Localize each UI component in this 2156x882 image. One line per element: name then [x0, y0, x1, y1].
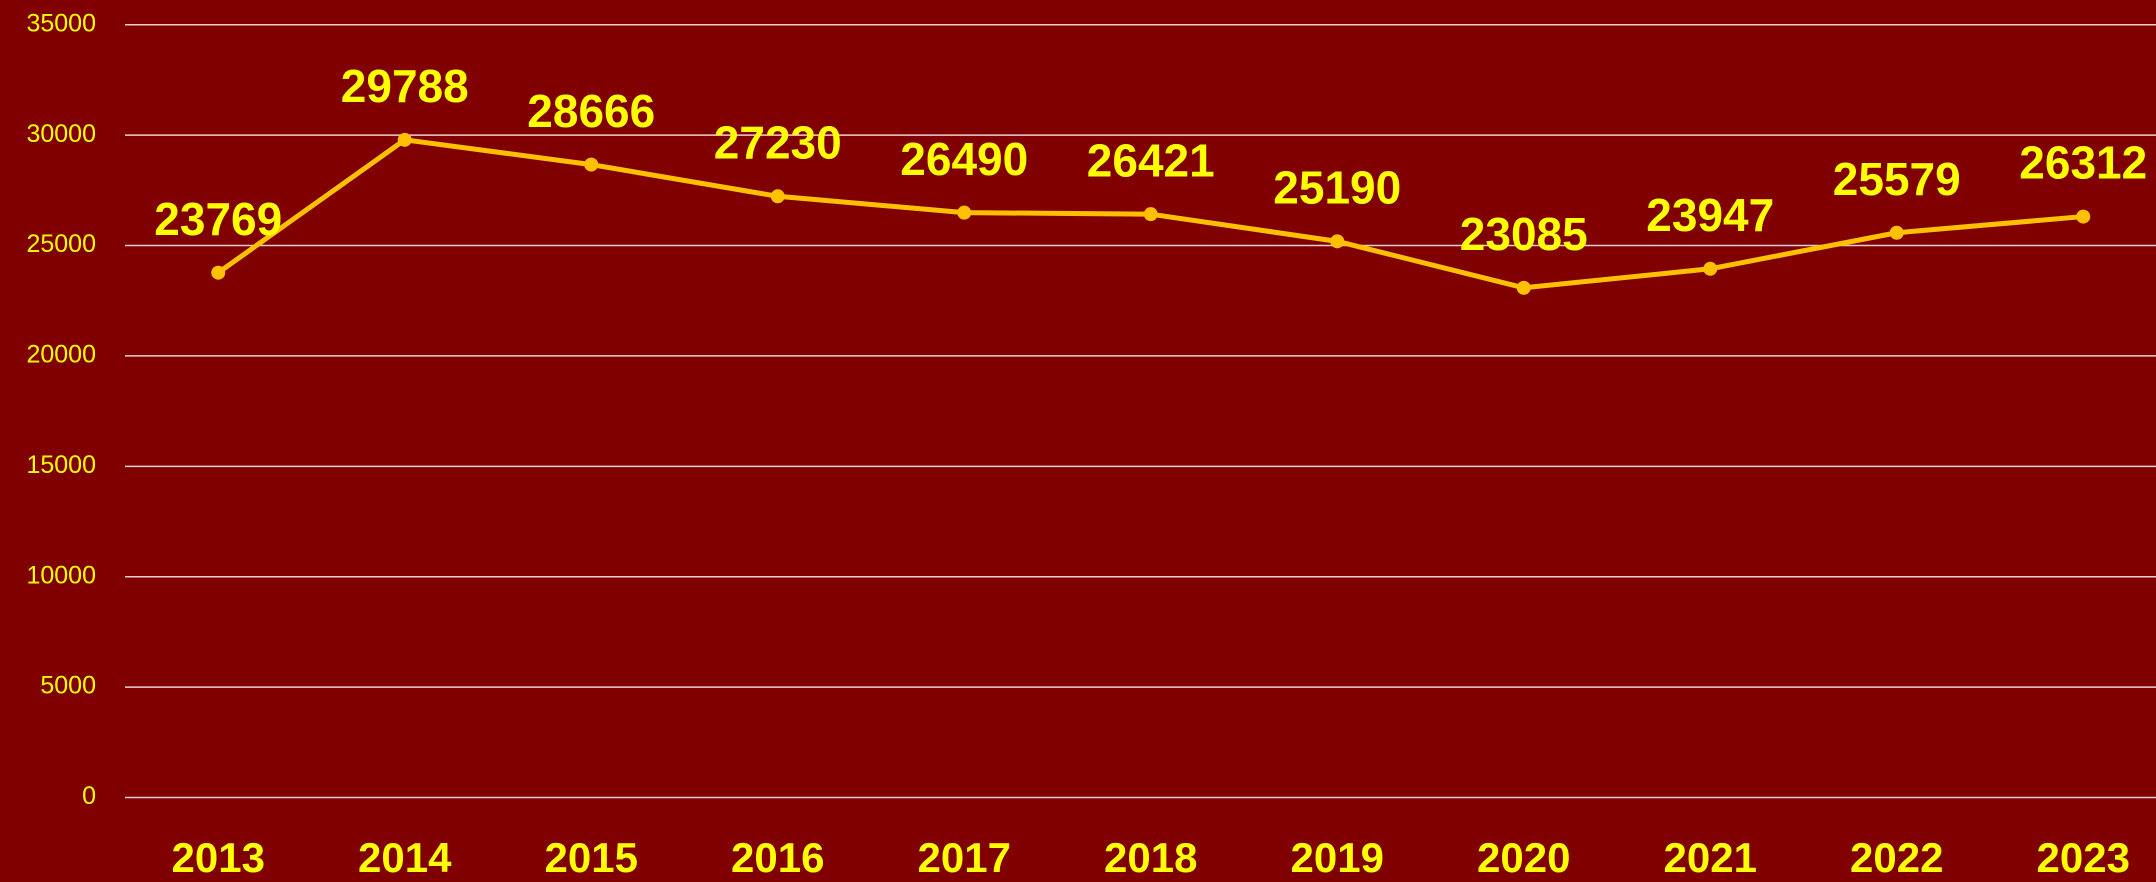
data-label: 29788	[341, 60, 469, 112]
data-point	[1516, 280, 1531, 295]
x-tick-label: 2017	[918, 834, 1011, 881]
data-point	[584, 157, 599, 172]
data-point	[1143, 207, 1158, 222]
x-tick-label: 2018	[1104, 834, 1197, 881]
y-tick-label: 35000	[26, 9, 96, 37]
data-point	[770, 189, 785, 204]
data-label: 23085	[1460, 208, 1588, 260]
x-tick-label: 2022	[1850, 834, 1943, 881]
data-label: 28666	[527, 85, 655, 137]
data-point	[1703, 261, 1718, 276]
y-tick-label: 5000	[40, 672, 96, 700]
data-point	[2076, 209, 2091, 224]
y-tick-label: 0	[82, 782, 96, 810]
x-tick-label: 2020	[1477, 834, 1570, 881]
x-tick-label: 2023	[2037, 834, 2130, 881]
data-label: 26312	[2019, 137, 2147, 189]
x-tick-label: 2013	[172, 834, 265, 881]
y-tick-label: 15000	[26, 451, 96, 479]
data-point	[397, 132, 412, 147]
data-point	[957, 205, 972, 220]
x-tick-label: 2015	[545, 834, 638, 881]
data-point	[1330, 234, 1345, 249]
x-tick-label: 2019	[1291, 834, 1384, 881]
data-label: 26490	[900, 133, 1028, 185]
x-tick-label: 2021	[1664, 834, 1757, 881]
data-label: 23769	[154, 193, 282, 245]
data-label: 27230	[714, 116, 842, 168]
data-label: 25190	[1273, 161, 1401, 213]
y-tick-label: 10000	[26, 561, 96, 589]
y-tick-label: 25000	[26, 230, 96, 258]
data-label: 25579	[1833, 153, 1961, 205]
y-tick-label: 30000	[26, 120, 96, 148]
x-tick-label: 2016	[731, 834, 824, 881]
data-point	[1889, 225, 1904, 240]
y-tick-label: 20000	[26, 341, 96, 369]
data-point	[211, 265, 226, 280]
x-tick-label: 2014	[358, 834, 452, 881]
data-label: 26421	[1087, 134, 1215, 186]
data-label: 23947	[1646, 189, 1774, 241]
